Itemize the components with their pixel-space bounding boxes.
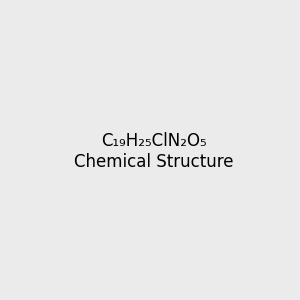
Text: C₁₉H₂₅ClN₂O₅
Chemical Structure: C₁₉H₂₅ClN₂O₅ Chemical Structure: [74, 132, 233, 171]
